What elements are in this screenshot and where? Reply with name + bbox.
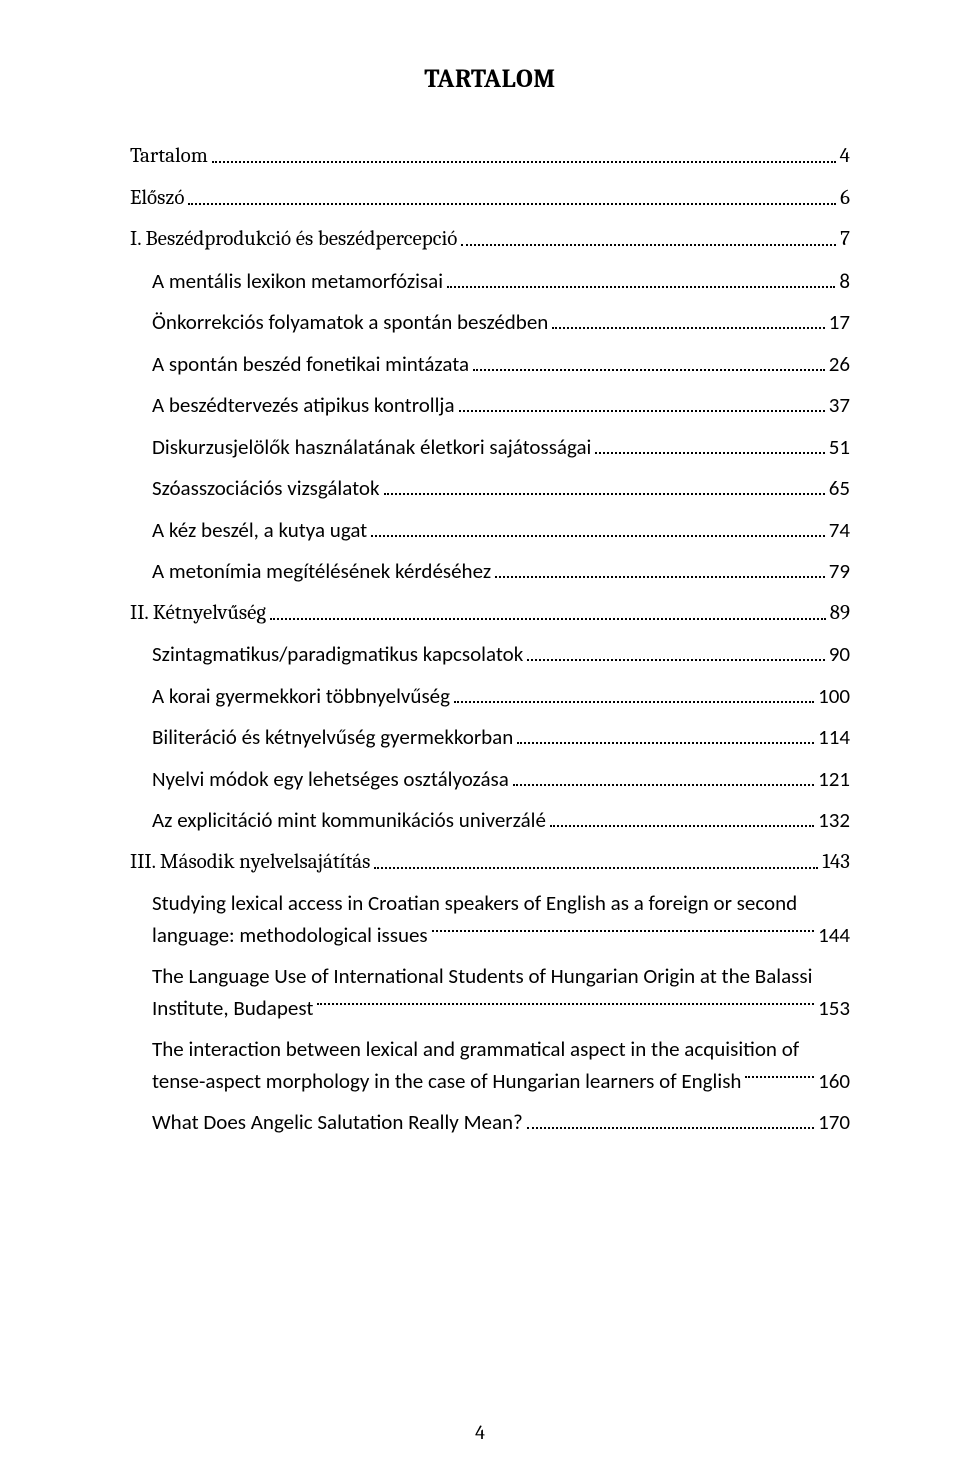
toc-leader bbox=[591, 442, 828, 463]
toc-entry-page: 37 bbox=[829, 390, 850, 422]
toc-entry-page: 51 bbox=[829, 432, 850, 464]
toc-leader bbox=[184, 193, 840, 214]
toc-entry: Tartalom 4 bbox=[130, 141, 850, 173]
toc-entry-page: 132 bbox=[818, 805, 850, 837]
toc-entry: A metonímia megítélésének kérdéséhez 79 bbox=[130, 556, 850, 588]
toc-entry: Nyelvi módok egy lehetséges osztályozása… bbox=[130, 764, 850, 796]
toc-entry-label: A mentális lexikon metamorfózisai bbox=[152, 266, 443, 298]
toc-leader bbox=[523, 650, 828, 671]
page-number: 4 bbox=[0, 1418, 960, 1448]
toc-entry-label: A korai gyermekkori többnyelvűség bbox=[152, 681, 450, 713]
toc-entry: II. Kétnyelvűség 89 bbox=[130, 598, 850, 630]
toc-entry-label: I. Beszédprodukció és beszédpercepció bbox=[130, 224, 457, 256]
toc-entry-page: 79 bbox=[829, 556, 850, 588]
toc-entry: The Language Use of International Studen… bbox=[130, 961, 850, 1024]
toc-entry: A kéz beszél, a kutya ugat 74 bbox=[130, 515, 850, 547]
toc-entry-page: 160 bbox=[818, 1066, 850, 1098]
toc-leader bbox=[455, 401, 829, 422]
toc-leader bbox=[523, 1118, 818, 1139]
toc-entry-label: Szintagmatikus/paradigmatikus kapcsolato… bbox=[152, 639, 523, 671]
toc-entry-page: 143 bbox=[822, 847, 850, 879]
toc-entry: Szóasszociációs vizsgálatok 65 bbox=[130, 473, 850, 505]
toc-entry-page: 6 bbox=[840, 183, 850, 215]
toc-entry-page: 7 bbox=[840, 224, 850, 256]
toc-entry-label: Az explicitáció mint kommunikációs unive… bbox=[152, 805, 546, 837]
toc-entry-label: Nyelvi módok egy lehetséges osztályozása bbox=[152, 764, 509, 796]
toc-entry: Diskurzusjelölők használatának életkori … bbox=[130, 432, 850, 464]
toc-entry-page: 65 bbox=[829, 473, 850, 505]
toc-leader bbox=[546, 816, 818, 837]
toc-entry-label-cont: language: methodological issues bbox=[152, 920, 428, 952]
toc-leader bbox=[443, 276, 839, 297]
toc-entry-last-line: tense-aspect morphology in the case of H… bbox=[152, 1066, 850, 1098]
toc-entry-page: 17 bbox=[829, 307, 850, 339]
toc-entry-page: 100 bbox=[818, 681, 850, 713]
toc-entry-label: Szóasszociációs vizsgálatok bbox=[152, 473, 380, 505]
toc-leader bbox=[469, 359, 829, 380]
toc-entry-page: 8 bbox=[839, 266, 850, 298]
toc-entry: A mentális lexikon metamorfózisai 8 bbox=[130, 266, 850, 298]
toc-entry: A beszédtervezés atipikus kontrollja 37 bbox=[130, 390, 850, 422]
toc-entry-label: Studying lexical access in Croatian spea… bbox=[152, 888, 850, 920]
toc-leader bbox=[380, 484, 829, 505]
toc-leader bbox=[741, 1067, 818, 1088]
toc-entry-page: 26 bbox=[829, 349, 850, 381]
toc-entry: Önkorrekciós folyamatok a spontán beszéd… bbox=[130, 307, 850, 339]
table-of-contents: Tartalom 4 Előszó 6 I. Beszédprodukció és … bbox=[130, 141, 850, 1139]
toc-entry-label: The Language Use of International Studen… bbox=[152, 961, 850, 993]
toc-leader bbox=[266, 608, 830, 629]
toc-entry-page: 170 bbox=[818, 1107, 850, 1139]
toc-entry: The interaction between lexical and gram… bbox=[130, 1034, 850, 1097]
toc-entry: Biliteráció és kétnyelvűség gyermekkorba… bbox=[130, 722, 850, 754]
toc-leader bbox=[450, 691, 818, 712]
toc-leader bbox=[370, 857, 822, 878]
toc-leader bbox=[208, 152, 840, 173]
toc-entry: Studying lexical access in Croatian spea… bbox=[130, 888, 850, 951]
toc-entry-page: 121 bbox=[818, 764, 850, 796]
toc-entry: Szintagmatikus/paradigmatikus kapcsolato… bbox=[130, 639, 850, 671]
toc-entry: I. Beszédprodukció és beszédpercepció 7 bbox=[130, 224, 850, 256]
toc-entry-page: 114 bbox=[818, 722, 850, 754]
toc-leader bbox=[548, 318, 828, 339]
toc-leader bbox=[367, 525, 828, 546]
toc-leader bbox=[428, 921, 818, 942]
toc-entry-label-cont: Institute, Budapest bbox=[152, 993, 313, 1025]
toc-entry-label: Tartalom bbox=[130, 141, 208, 173]
toc-entry-label: Előszó bbox=[130, 183, 184, 215]
toc-entry-label: Diskurzusjelölők használatának életkori … bbox=[152, 432, 591, 464]
toc-entry: A korai gyermekkori többnyelvűség 100 bbox=[130, 681, 850, 713]
toc-leader bbox=[509, 774, 818, 795]
toc-entry-page: 153 bbox=[818, 993, 850, 1025]
toc-leader bbox=[491, 567, 829, 588]
toc-entry: A spontán beszéd fonetikai mintázata 26 bbox=[130, 349, 850, 381]
toc-entry-page: 144 bbox=[818, 920, 850, 952]
toc-entry-label: Önkorrekciós folyamatok a spontán beszéd… bbox=[152, 307, 548, 339]
document-page: TARTALOM Tartalom 4 Előszó 6 I. Beszédprod… bbox=[0, 0, 960, 1478]
toc-leader bbox=[313, 994, 818, 1015]
toc-entry: Előszó 6 bbox=[130, 183, 850, 215]
toc-entry-label: A beszédtervezés atipikus kontrollja bbox=[152, 390, 455, 422]
toc-entry: What Does Angelic Salutation Really Mean… bbox=[130, 1107, 850, 1139]
toc-entry-label: A kéz beszél, a kutya ugat bbox=[152, 515, 367, 547]
toc-entry: III. Második nyelvelsajátítás 143 bbox=[130, 847, 850, 879]
toc-entry-label: II. Kétnyelvűség bbox=[130, 598, 266, 630]
toc-entry-label: A metonímia megítélésének kérdéséhez bbox=[152, 556, 491, 588]
toc-entry-label: The interaction between lexical and gram… bbox=[152, 1034, 850, 1066]
toc-leader bbox=[513, 733, 818, 754]
toc-entry-label: A spontán beszéd fonetikai mintázata bbox=[152, 349, 469, 381]
toc-entry-label: III. Második nyelvelsajátítás bbox=[130, 847, 370, 879]
toc-entry-label-cont: tense-aspect morphology in the case of H… bbox=[152, 1066, 741, 1098]
toc-entry-label: What Does Angelic Salutation Really Mean… bbox=[152, 1107, 523, 1139]
toc-entry-last-line: Institute, Budapest 153 bbox=[152, 993, 850, 1025]
toc-leader bbox=[457, 235, 840, 256]
toc-title: TARTALOM bbox=[130, 60, 850, 99]
toc-entry-page: 74 bbox=[829, 515, 850, 547]
toc-entry: Az explicitáció mint kommunikációs unive… bbox=[130, 805, 850, 837]
toc-entry-label: Biliteráció és kétnyelvűség gyermekkorba… bbox=[152, 722, 513, 754]
toc-entry-page: 4 bbox=[840, 141, 850, 173]
toc-entry-last-line: language: methodological issues 144 bbox=[152, 920, 850, 952]
toc-entry-page: 90 bbox=[829, 639, 850, 671]
toc-entry-page: 89 bbox=[830, 598, 850, 630]
